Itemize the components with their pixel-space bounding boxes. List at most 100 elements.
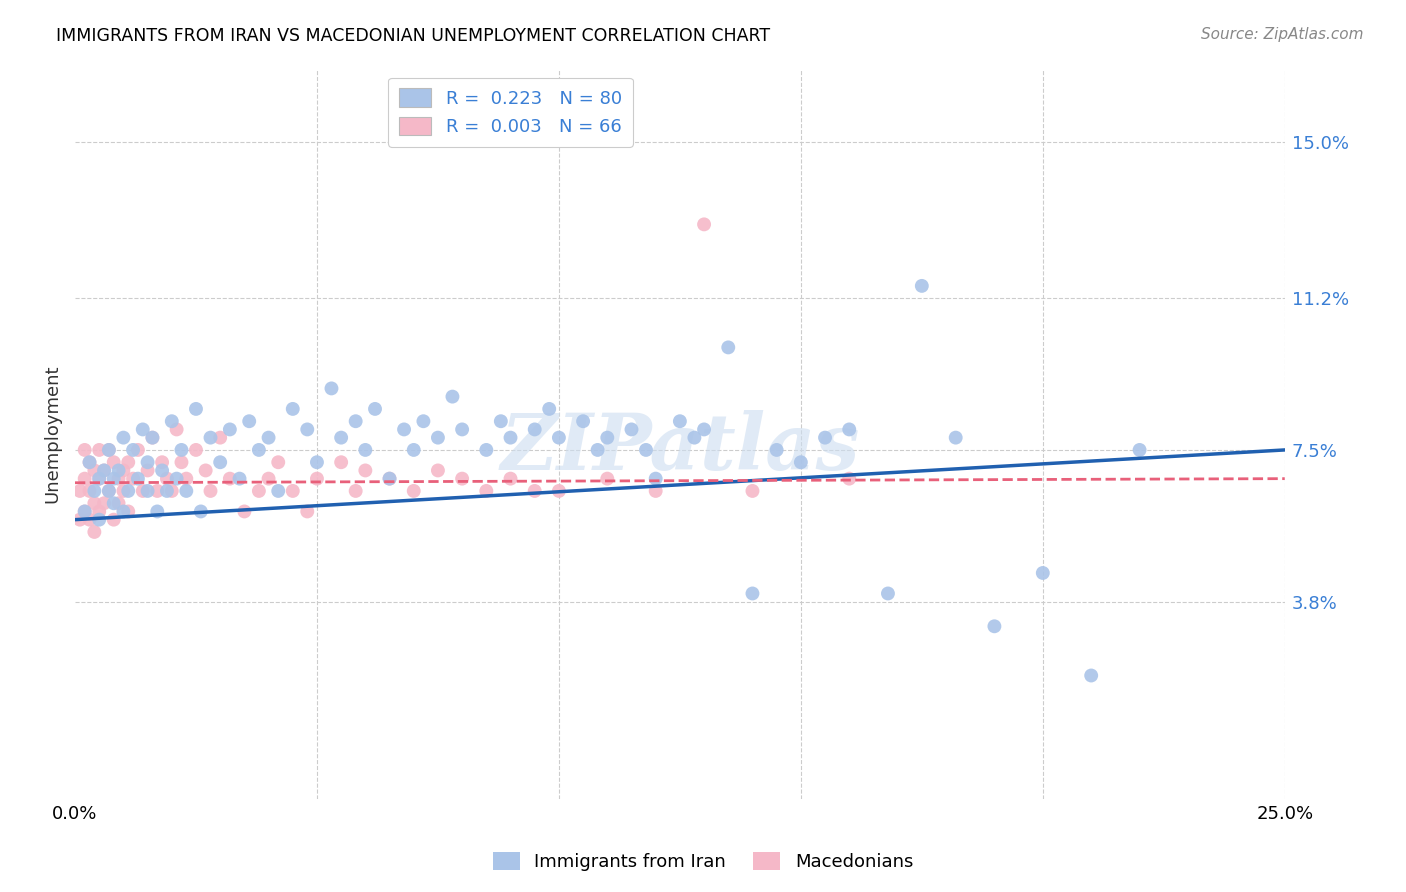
Point — [89, 442, 111, 457]
Point — [257, 472, 280, 486]
Point — [402, 442, 425, 457]
Point — [412, 414, 434, 428]
Point — [489, 414, 512, 428]
Point — [911, 278, 934, 293]
Point — [184, 401, 207, 416]
Point — [281, 483, 304, 498]
Point — [693, 422, 716, 436]
Point — [190, 504, 212, 518]
Point — [69, 483, 91, 498]
Point — [132, 483, 155, 498]
Point — [1080, 668, 1102, 682]
Point — [838, 472, 860, 486]
Point — [136, 483, 159, 498]
Point — [586, 442, 609, 457]
Point — [112, 504, 135, 518]
Point — [267, 483, 290, 498]
Point — [150, 455, 173, 469]
Point — [790, 455, 813, 469]
Legend: R =  0.223   N = 80, R =  0.003   N = 66: R = 0.223 N = 80, R = 0.003 N = 66 — [388, 78, 633, 147]
Point — [451, 472, 474, 486]
Point — [228, 472, 250, 486]
Point — [257, 431, 280, 445]
Point — [166, 422, 188, 436]
Point — [122, 442, 145, 457]
Point — [297, 504, 319, 518]
Point — [200, 431, 222, 445]
Point — [378, 472, 401, 486]
Point — [107, 496, 129, 510]
Point — [364, 401, 387, 416]
Point — [107, 472, 129, 486]
Text: IMMIGRANTS FROM IRAN VS MACEDONIAN UNEMPLOYMENT CORRELATION CHART: IMMIGRANTS FROM IRAN VS MACEDONIAN UNEMP… — [56, 27, 770, 45]
Point — [83, 524, 105, 539]
Point — [209, 455, 232, 469]
Text: Source: ZipAtlas.com: Source: ZipAtlas.com — [1201, 27, 1364, 42]
Point — [93, 463, 115, 477]
Point — [79, 455, 101, 469]
Point — [200, 483, 222, 498]
Point — [136, 463, 159, 477]
Point — [117, 504, 139, 518]
Point — [426, 463, 449, 477]
Point — [170, 442, 193, 457]
Point — [644, 483, 666, 498]
Point — [1032, 566, 1054, 580]
Point — [176, 472, 198, 486]
Point — [548, 431, 571, 445]
Point — [281, 401, 304, 416]
Point — [184, 442, 207, 457]
Point — [73, 472, 96, 486]
Point — [141, 431, 163, 445]
Point — [112, 431, 135, 445]
Point — [247, 483, 270, 498]
Point — [79, 483, 101, 498]
Point — [122, 472, 145, 486]
Point — [112, 463, 135, 477]
Point — [103, 496, 125, 510]
Point — [945, 431, 967, 445]
Point — [127, 442, 149, 457]
Point — [156, 483, 179, 498]
Point — [117, 455, 139, 469]
Point — [97, 483, 120, 498]
Point — [83, 463, 105, 477]
Point — [107, 463, 129, 477]
Point — [83, 496, 105, 510]
Point — [426, 431, 449, 445]
Point — [297, 422, 319, 436]
Point — [305, 455, 328, 469]
Point — [644, 472, 666, 486]
Point — [89, 472, 111, 486]
Point — [132, 422, 155, 436]
Point — [146, 483, 169, 498]
Point — [378, 472, 401, 486]
Point — [305, 472, 328, 486]
Point — [344, 483, 367, 498]
Point — [523, 483, 546, 498]
Point — [136, 455, 159, 469]
Point — [441, 390, 464, 404]
Point — [79, 513, 101, 527]
Point — [499, 431, 522, 445]
Point — [146, 504, 169, 518]
Point — [166, 472, 188, 486]
Point — [103, 513, 125, 527]
Point — [103, 455, 125, 469]
Point — [170, 455, 193, 469]
Point — [89, 504, 111, 518]
Point — [97, 442, 120, 457]
Point — [218, 422, 240, 436]
Point — [93, 463, 115, 477]
Point — [330, 455, 353, 469]
Point — [634, 442, 657, 457]
Legend: Immigrants from Iran, Macedonians: Immigrants from Iran, Macedonians — [485, 845, 921, 879]
Point — [475, 483, 498, 498]
Point — [596, 431, 619, 445]
Point — [218, 472, 240, 486]
Point — [194, 463, 217, 477]
Point — [596, 472, 619, 486]
Point — [693, 218, 716, 232]
Point — [344, 414, 367, 428]
Point — [321, 381, 343, 395]
